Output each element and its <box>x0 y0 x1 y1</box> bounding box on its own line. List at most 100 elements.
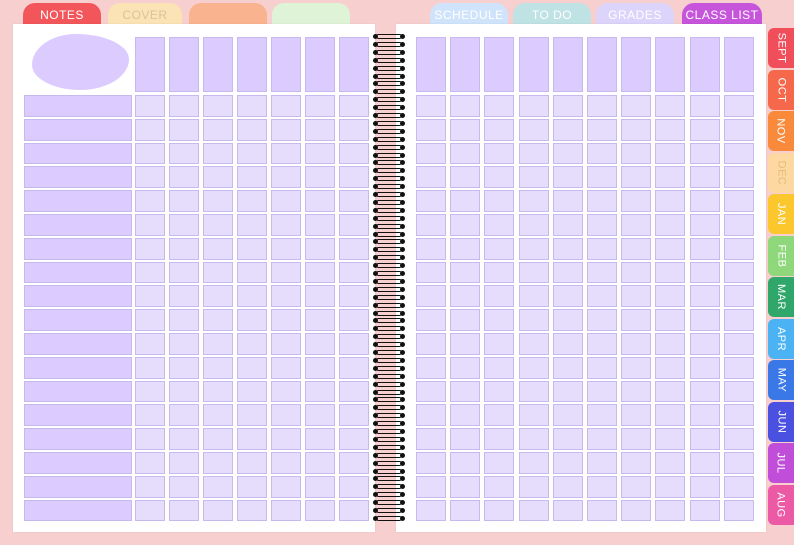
grade-cell[interactable] <box>723 166 754 189</box>
grade-cell[interactable] <box>237 95 267 117</box>
grade-cell[interactable] <box>484 333 515 355</box>
grade-cell[interactable] <box>587 309 617 331</box>
grade-cell[interactable] <box>484 118 515 141</box>
grade-cell[interactable] <box>655 404 686 427</box>
grade-cell[interactable] <box>416 214 446 236</box>
grade-cell[interactable] <box>552 261 583 284</box>
grade-cell[interactable] <box>203 428 233 450</box>
month-tab-aug[interactable]: AUG <box>768 484 794 525</box>
grade-cell[interactable] <box>587 475 617 498</box>
grade-cell[interactable] <box>237 285 267 308</box>
grade-cell[interactable] <box>271 380 301 403</box>
top-tab-cover[interactable]: COVER <box>108 3 182 27</box>
grade-cell[interactable] <box>552 190 583 212</box>
grade-cell[interactable] <box>237 309 267 331</box>
grade-cell[interactable] <box>135 404 165 427</box>
grade-cell[interactable] <box>271 190 301 212</box>
grade-cell[interactable] <box>587 285 617 308</box>
grade-cell[interactable] <box>450 333 481 355</box>
grade-cell[interactable] <box>621 142 652 165</box>
left-header-cell[interactable] <box>135 37 165 92</box>
grade-cell[interactable] <box>305 214 335 236</box>
grade-cell[interactable] <box>305 428 335 450</box>
grade-cell[interactable] <box>339 309 369 331</box>
grade-cell[interactable] <box>237 333 267 355</box>
grade-cell[interactable] <box>416 285 446 308</box>
grade-cell[interactable] <box>484 452 515 474</box>
grade-cell[interactable] <box>450 237 481 260</box>
top-tab-schedule[interactable]: SCHEDULE <box>430 3 508 27</box>
grade-cell[interactable] <box>723 404 754 427</box>
grade-cell[interactable] <box>203 166 233 189</box>
grade-cell[interactable] <box>518 404 549 427</box>
month-tab-jan[interactable]: JAN <box>768 194 794 234</box>
grade-cell[interactable] <box>203 190 233 212</box>
grade-cell[interactable] <box>621 118 652 141</box>
grade-cell[interactable] <box>339 380 369 403</box>
grade-cell[interactable] <box>587 190 617 212</box>
grade-cell[interactable] <box>587 333 617 355</box>
grade-cell[interactable] <box>655 333 686 355</box>
left-header-cell[interactable] <box>271 37 301 92</box>
grade-cell[interactable] <box>689 118 720 141</box>
name-cell[interactable] <box>24 380 132 403</box>
left-header-cell[interactable] <box>305 37 335 92</box>
grade-cell[interactable] <box>416 309 446 331</box>
grade-cell[interactable] <box>305 285 335 308</box>
grade-cell[interactable] <box>271 237 301 260</box>
grade-cell[interactable] <box>518 380 549 403</box>
grade-cell[interactable] <box>305 499 335 522</box>
grade-cell[interactable] <box>271 404 301 427</box>
grade-cell[interactable] <box>552 475 583 498</box>
grade-cell[interactable] <box>518 475 549 498</box>
grade-cell[interactable] <box>587 404 617 427</box>
month-tab-sept[interactable]: SEPT <box>768 28 794 68</box>
grade-cell[interactable] <box>621 166 652 189</box>
grade-cell[interactable] <box>552 499 583 522</box>
grade-cell[interactable] <box>135 237 165 260</box>
grade-cell[interactable] <box>135 118 165 141</box>
grade-cell[interactable] <box>169 214 199 236</box>
grade-cell[interactable] <box>271 166 301 189</box>
grade-cell[interactable] <box>135 380 165 403</box>
grade-cell[interactable] <box>339 428 369 450</box>
grade-cell[interactable] <box>723 380 754 403</box>
grade-cell[interactable] <box>655 428 686 450</box>
grade-cell[interactable] <box>305 309 335 331</box>
grade-cell[interactable] <box>723 428 754 450</box>
grade-cell[interactable] <box>552 214 583 236</box>
grade-cell[interactable] <box>135 166 165 189</box>
grade-cell[interactable] <box>135 214 165 236</box>
grade-cell[interactable] <box>339 237 369 260</box>
grade-cell[interactable] <box>271 309 301 331</box>
grade-cell[interactable] <box>237 118 267 141</box>
grade-cell[interactable] <box>552 285 583 308</box>
month-tab-jul[interactable]: JUL <box>768 443 794 483</box>
grade-cell[interactable] <box>518 214 549 236</box>
grade-cell[interactable] <box>169 285 199 308</box>
grade-cell[interactable] <box>484 190 515 212</box>
grade-cell[interactable] <box>305 118 335 141</box>
grade-cell[interactable] <box>621 261 652 284</box>
grade-cell[interactable] <box>237 475 267 498</box>
grade-cell[interactable] <box>621 285 652 308</box>
grade-cell[interactable] <box>169 333 199 355</box>
right-header-cell[interactable] <box>723 37 754 92</box>
grade-cell[interactable] <box>552 142 583 165</box>
grade-cell[interactable] <box>169 356 199 379</box>
right-header-cell[interactable] <box>518 37 549 92</box>
grade-cell[interactable] <box>450 214 481 236</box>
grade-cell[interactable] <box>587 428 617 450</box>
grade-cell[interactable] <box>416 261 446 284</box>
grade-cell[interactable] <box>450 380 481 403</box>
grade-cell[interactable] <box>416 452 446 474</box>
grade-cell[interactable] <box>450 285 481 308</box>
grade-cell[interactable] <box>689 404 720 427</box>
grade-cell[interactable] <box>655 190 686 212</box>
grade-cell[interactable] <box>203 452 233 474</box>
month-tab-oct[interactable]: OCT <box>768 69 794 110</box>
grade-cell[interactable] <box>689 499 720 522</box>
name-cell[interactable] <box>24 95 132 117</box>
grade-cell[interactable] <box>518 261 549 284</box>
grade-cell[interactable] <box>484 237 515 260</box>
